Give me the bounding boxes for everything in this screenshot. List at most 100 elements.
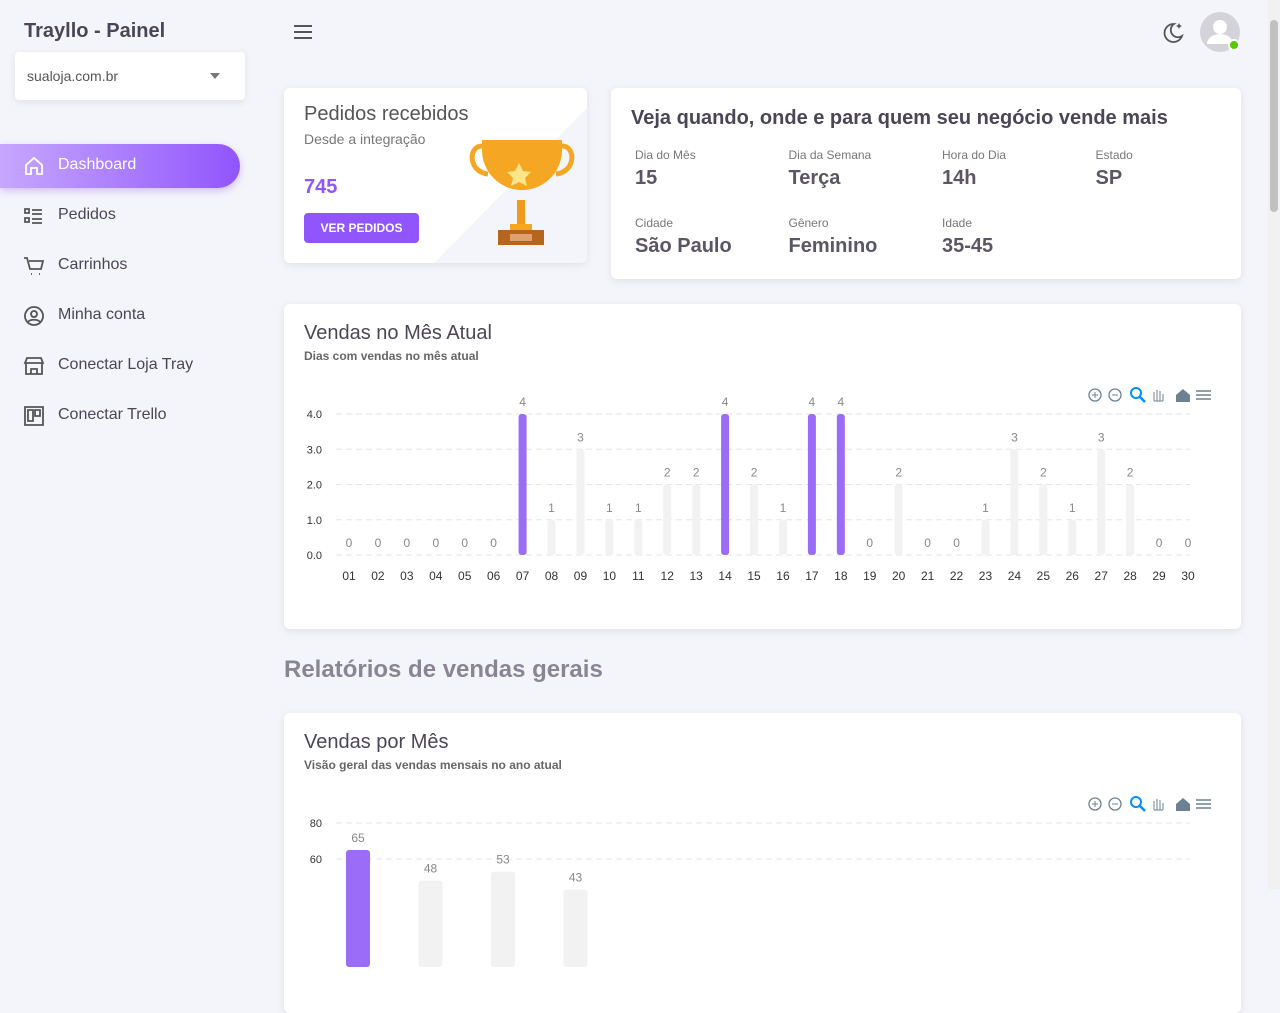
daily-card: Vendas no Mês Atual Dias com vendas no m…	[284, 304, 1241, 629]
toolbar-icon[interactable]	[1108, 388, 1122, 402]
y-tick-label: 3.0	[307, 444, 322, 456]
value-label: 1	[548, 501, 555, 515]
monthly-card: Vendas por Mês Visão geral das vendas me…	[284, 713, 1241, 1013]
x-tick-label: 18	[834, 569, 848, 583]
value-label: 3	[1011, 430, 1018, 444]
value-label: 0	[924, 536, 931, 550]
avatar[interactable]	[1200, 12, 1242, 54]
value-label: 0	[953, 536, 960, 550]
value-label: 4	[722, 395, 729, 409]
toolbar-icon[interactable]	[1092, 392, 1098, 398]
orders-button[interactable]: VER PEDIDOS	[304, 213, 419, 243]
menu-label: Minha conta	[58, 306, 146, 323]
value-label: 1	[635, 501, 642, 515]
menu-toggle[interactable]	[293, 24, 313, 40]
menu-label: Carrinhos	[58, 256, 128, 273]
x-tick-label: 19	[863, 569, 877, 583]
orders-count: 745	[304, 176, 338, 198]
toolbar-icon[interactable]	[1139, 805, 1146, 812]
value-label: 0	[490, 536, 497, 550]
value-label: 53	[496, 853, 510, 867]
toolbar-icon[interactable]	[1139, 396, 1146, 403]
x-tick-label: 09	[574, 569, 588, 583]
x-tick-label: 20	[892, 569, 906, 583]
x-tick-label: 27	[1095, 569, 1109, 583]
bar	[1010, 449, 1019, 555]
menu-item[interactable]: Minha conta	[0, 294, 240, 338]
menu-item[interactable]: Conectar Trello	[0, 394, 240, 438]
x-tick-label: 15	[747, 569, 761, 583]
bar	[1068, 519, 1077, 555]
card-subtitle: Desde a integração	[304, 131, 426, 147]
insight-label: Dia do Mês	[635, 148, 696, 162]
x-tick-label: 16	[776, 569, 790, 583]
x-tick-label: 28	[1123, 569, 1137, 583]
value-label: 2	[693, 466, 700, 480]
bar	[721, 414, 730, 555]
x-tick-label: 04	[429, 569, 443, 583]
chart-toolbar	[1088, 387, 1211, 403]
scroll-thumb[interactable]	[1270, 20, 1278, 212]
icon-path	[23, 357, 45, 375]
y-tick-label: 60	[310, 854, 322, 866]
toolbar-icon[interactable]	[1108, 797, 1122, 811]
menu-icon	[23, 357, 45, 375]
theme-toggle[interactable]	[1160, 20, 1186, 46]
bar	[346, 850, 370, 967]
menu-icon	[24, 406, 44, 426]
insight-label: Hora do Dia	[942, 148, 1007, 162]
insight-value: 14h	[942, 167, 977, 189]
x-tick-label: 22	[950, 569, 964, 583]
toolbar-icon[interactable]	[1153, 390, 1164, 402]
toolbar-icon[interactable]	[1176, 389, 1190, 402]
value-label: 0	[346, 536, 353, 550]
value-label: 1	[1069, 501, 1076, 515]
value-label: 3	[1098, 430, 1105, 444]
bar	[750, 484, 759, 555]
insights-title: Veja quando, onde e para quem seu negóci…	[631, 107, 1168, 129]
value-label: 4	[809, 395, 816, 409]
menu-item[interactable]: Carrinhos	[0, 244, 240, 288]
menu-item[interactable]: Pedidos	[0, 194, 240, 238]
x-tick-label: 03	[400, 569, 414, 583]
icon-path	[24, 306, 44, 326]
card-title: Pedidos recebidos	[304, 103, 469, 125]
y-tick-label: 4.0	[307, 409, 322, 421]
toolbar-icon[interactable]	[1088, 797, 1102, 811]
daily-chart: 0.01.02.03.04.00100200300400500600740810…	[307, 387, 1211, 583]
menu-item[interactable]: Dashboard	[0, 144, 240, 188]
x-tick-label: 23	[979, 569, 993, 583]
toolbar-icon[interactable]	[1088, 388, 1102, 402]
icon-path	[24, 406, 44, 426]
x-tick-label: 14	[718, 569, 732, 583]
value-label: 1	[982, 501, 989, 515]
value-label: 0	[432, 536, 439, 550]
toolbar-icon[interactable]	[1196, 799, 1211, 809]
toolbar-icon[interactable]	[1092, 801, 1098, 807]
chart-toolbar	[1088, 796, 1211, 812]
menu-icon	[24, 306, 44, 326]
x-tick-label: 12	[661, 569, 675, 583]
toolbar-icon[interactable]	[1153, 799, 1164, 811]
menu-label: Pedidos	[58, 206, 116, 223]
value-label: 65	[351, 831, 365, 845]
menu-icon	[24, 208, 42, 224]
bar	[778, 519, 787, 555]
value-label: 2	[664, 466, 671, 480]
value-label: 4	[519, 395, 526, 409]
insights-card: Veja quando, onde e para quem seu negóci…	[611, 88, 1241, 279]
toolbar-icon[interactable]	[1176, 798, 1190, 811]
y-tick-label: 0.0	[307, 550, 322, 562]
toolbar-icon[interactable]	[1196, 390, 1211, 400]
menu-label: Conectar Loja Tray	[58, 356, 194, 373]
bar	[563, 889, 588, 967]
toolbar-icon[interactable]	[1130, 796, 1142, 808]
scrollbar[interactable]	[1268, 0, 1280, 889]
bar	[576, 449, 585, 555]
bar	[547, 519, 556, 555]
toolbar-icon[interactable]	[1130, 387, 1142, 399]
orders-card: Pedidos recebidos Desde a integração 745…	[284, 88, 587, 263]
menu-item[interactable]: Conectar Loja Tray	[0, 344, 240, 388]
x-tick-label: 25	[1037, 569, 1051, 583]
store-select[interactable]: sualoja.com.br	[15, 52, 245, 100]
